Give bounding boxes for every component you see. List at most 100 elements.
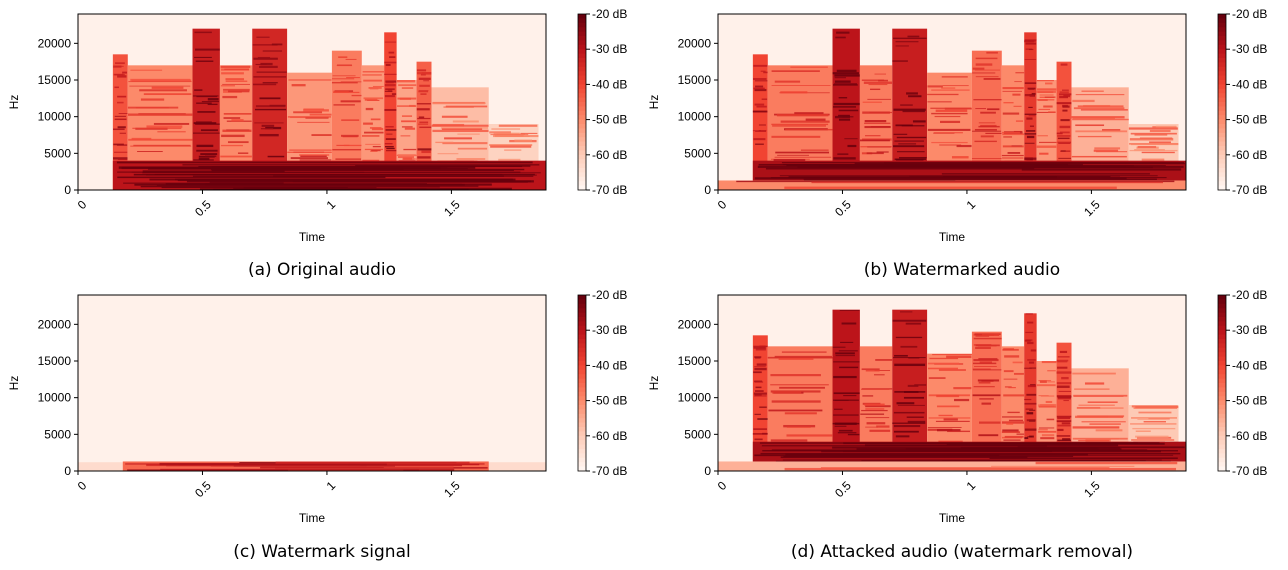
- energy-band-3-streak: [861, 388, 890, 390]
- low-frequency-band-streak: [832, 446, 1121, 449]
- energy-band-10-streak: [1057, 424, 1071, 427]
- energy-band-9-streak: [1036, 145, 1057, 148]
- energy-band-2-streak: [196, 102, 212, 104]
- energy-band-8-streak: [386, 81, 394, 84]
- energy-band-10-streak: [418, 90, 429, 93]
- energy-band-6-streak: [980, 111, 996, 114]
- energy-band-4-streak: [912, 120, 926, 123]
- colorbar-segment: [1218, 295, 1226, 300]
- colorbar-segment: [1218, 36, 1226, 41]
- colorbar-segment: [578, 97, 586, 103]
- energy-band-5-streak: [299, 154, 330, 156]
- colorbar-segment: [1218, 80, 1226, 85]
- energy-band-8-streak: [1027, 321, 1034, 324]
- x-tick-label: 0.5: [832, 197, 854, 219]
- colorbar-segment: [578, 181, 586, 187]
- energy-band-7-streak: [1014, 81, 1022, 83]
- energy-band-1-streak: [146, 125, 183, 128]
- low-frequency-band-streak: [117, 171, 521, 173]
- energy-band-0-streak: [754, 80, 768, 82]
- energy-band-5-streak: [946, 355, 972, 358]
- energy-band-12-streak: [1128, 127, 1178, 130]
- energy-band-12-streak: [1130, 132, 1177, 135]
- energy-band-7-streak: [1002, 429, 1019, 432]
- x-tick-label: 0.5: [832, 478, 854, 500]
- colorbar-segment: [578, 132, 586, 138]
- colorbar-tick-label: -30 dB: [592, 323, 627, 337]
- low-frequency-band-streak: [118, 166, 476, 169]
- low-frequency-band-streak: [233, 187, 512, 190]
- energy-band-6-streak: [343, 144, 362, 147]
- energy-band-9-streak: [409, 104, 416, 107]
- energy-band-5-streak: [939, 144, 962, 146]
- energy-band-4-streak: [253, 76, 287, 78]
- low-frequency-band-streak: [765, 167, 1035, 170]
- energy-band-1-streak: [128, 81, 192, 83]
- energy-band-3-streak: [221, 134, 245, 138]
- colorbar-segment: [578, 75, 586, 81]
- energy-band-4-streak: [905, 322, 922, 325]
- energy-band-12-streak: [1137, 418, 1167, 420]
- energy-band-1-streak: [133, 144, 191, 147]
- energy-band-11-streak: [432, 129, 489, 133]
- energy-band-3-streak: [861, 79, 885, 81]
- energy-band-5-streak: [288, 79, 332, 81]
- watermark-band-streak: [784, 186, 1117, 189]
- energy-band-4-streak: [893, 425, 921, 428]
- energy-band-8-streak: [1026, 135, 1035, 139]
- energy-band-5-streak: [944, 107, 972, 110]
- energy-band-4-streak: [252, 44, 278, 46]
- colorbar-segment: [1218, 396, 1226, 402]
- energy-band-2-streak: [833, 102, 860, 106]
- watermark-band-streak: [736, 180, 1175, 183]
- energy-band-10-streak: [1056, 359, 1069, 362]
- energy-band-4-streak: [893, 430, 919, 433]
- energy-band-2-streak: [834, 80, 851, 83]
- energy-band-3-streak: [876, 151, 889, 153]
- energy-band-12-streak: [1149, 129, 1171, 133]
- energy-band-9-streak: [1041, 434, 1055, 437]
- energy-band-3-streak: [869, 429, 891, 432]
- energy-band-8-streak: [1029, 125, 1035, 127]
- energy-band-4-streak: [907, 384, 919, 387]
- energy-band-8-streak: [385, 63, 391, 66]
- energy-band-8-streak: [385, 138, 396, 140]
- x-axis-label: Time: [299, 230, 326, 244]
- y-tick-label: 5000: [684, 427, 711, 441]
- energy-band-8-streak: [385, 126, 394, 128]
- colorbar-segment: [578, 396, 586, 402]
- energy-band-9-streak: [1039, 380, 1047, 383]
- low-frequency-band-streak: [781, 162, 1185, 164]
- energy-band-12-streak: [1137, 145, 1157, 148]
- energy-band-12-streak: [1134, 148, 1165, 152]
- energy-band-6-streak: [975, 346, 991, 350]
- energy-band-4-streak: [892, 319, 927, 322]
- colorbar-tick-label: -50 dB: [1232, 113, 1267, 127]
- energy-band-2-streak: [207, 103, 218, 106]
- energy-band-8-streak: [386, 133, 393, 135]
- energy-band-7-streak: [1015, 72, 1025, 74]
- energy-band-8: [1024, 32, 1037, 190]
- energy-band-9-streak: [1044, 96, 1056, 98]
- energy-band-7-streak: [365, 107, 374, 111]
- energy-band-6-streak: [978, 122, 996, 124]
- energy-band-1-streak: [157, 131, 186, 133]
- colorbar-segment: [1218, 457, 1226, 463]
- spectrogram-cells: [718, 309, 1186, 471]
- energy-band-0-streak: [114, 151, 128, 153]
- energy-band-8-streak: [1024, 339, 1031, 342]
- colorbar-segment: [578, 374, 586, 380]
- energy-band-11-streak: [1081, 90, 1104, 92]
- colorbar-segment: [578, 159, 586, 165]
- energy-band-10-streak: [1057, 397, 1071, 400]
- energy-band-8-streak: [1024, 94, 1034, 97]
- y-tick-label: 0: [704, 464, 711, 478]
- spectrogram-cells: [718, 28, 1186, 190]
- energy-band-5-streak: [938, 369, 966, 371]
- energy-band-2-streak: [840, 341, 854, 343]
- energy-band-12-streak: [1138, 411, 1172, 414]
- energy-band-3-streak: [223, 113, 252, 115]
- energy-band-4-streak: [896, 402, 915, 405]
- energy-band-0-streak: [757, 418, 768, 420]
- energy-band-3-streak: [866, 152, 884, 155]
